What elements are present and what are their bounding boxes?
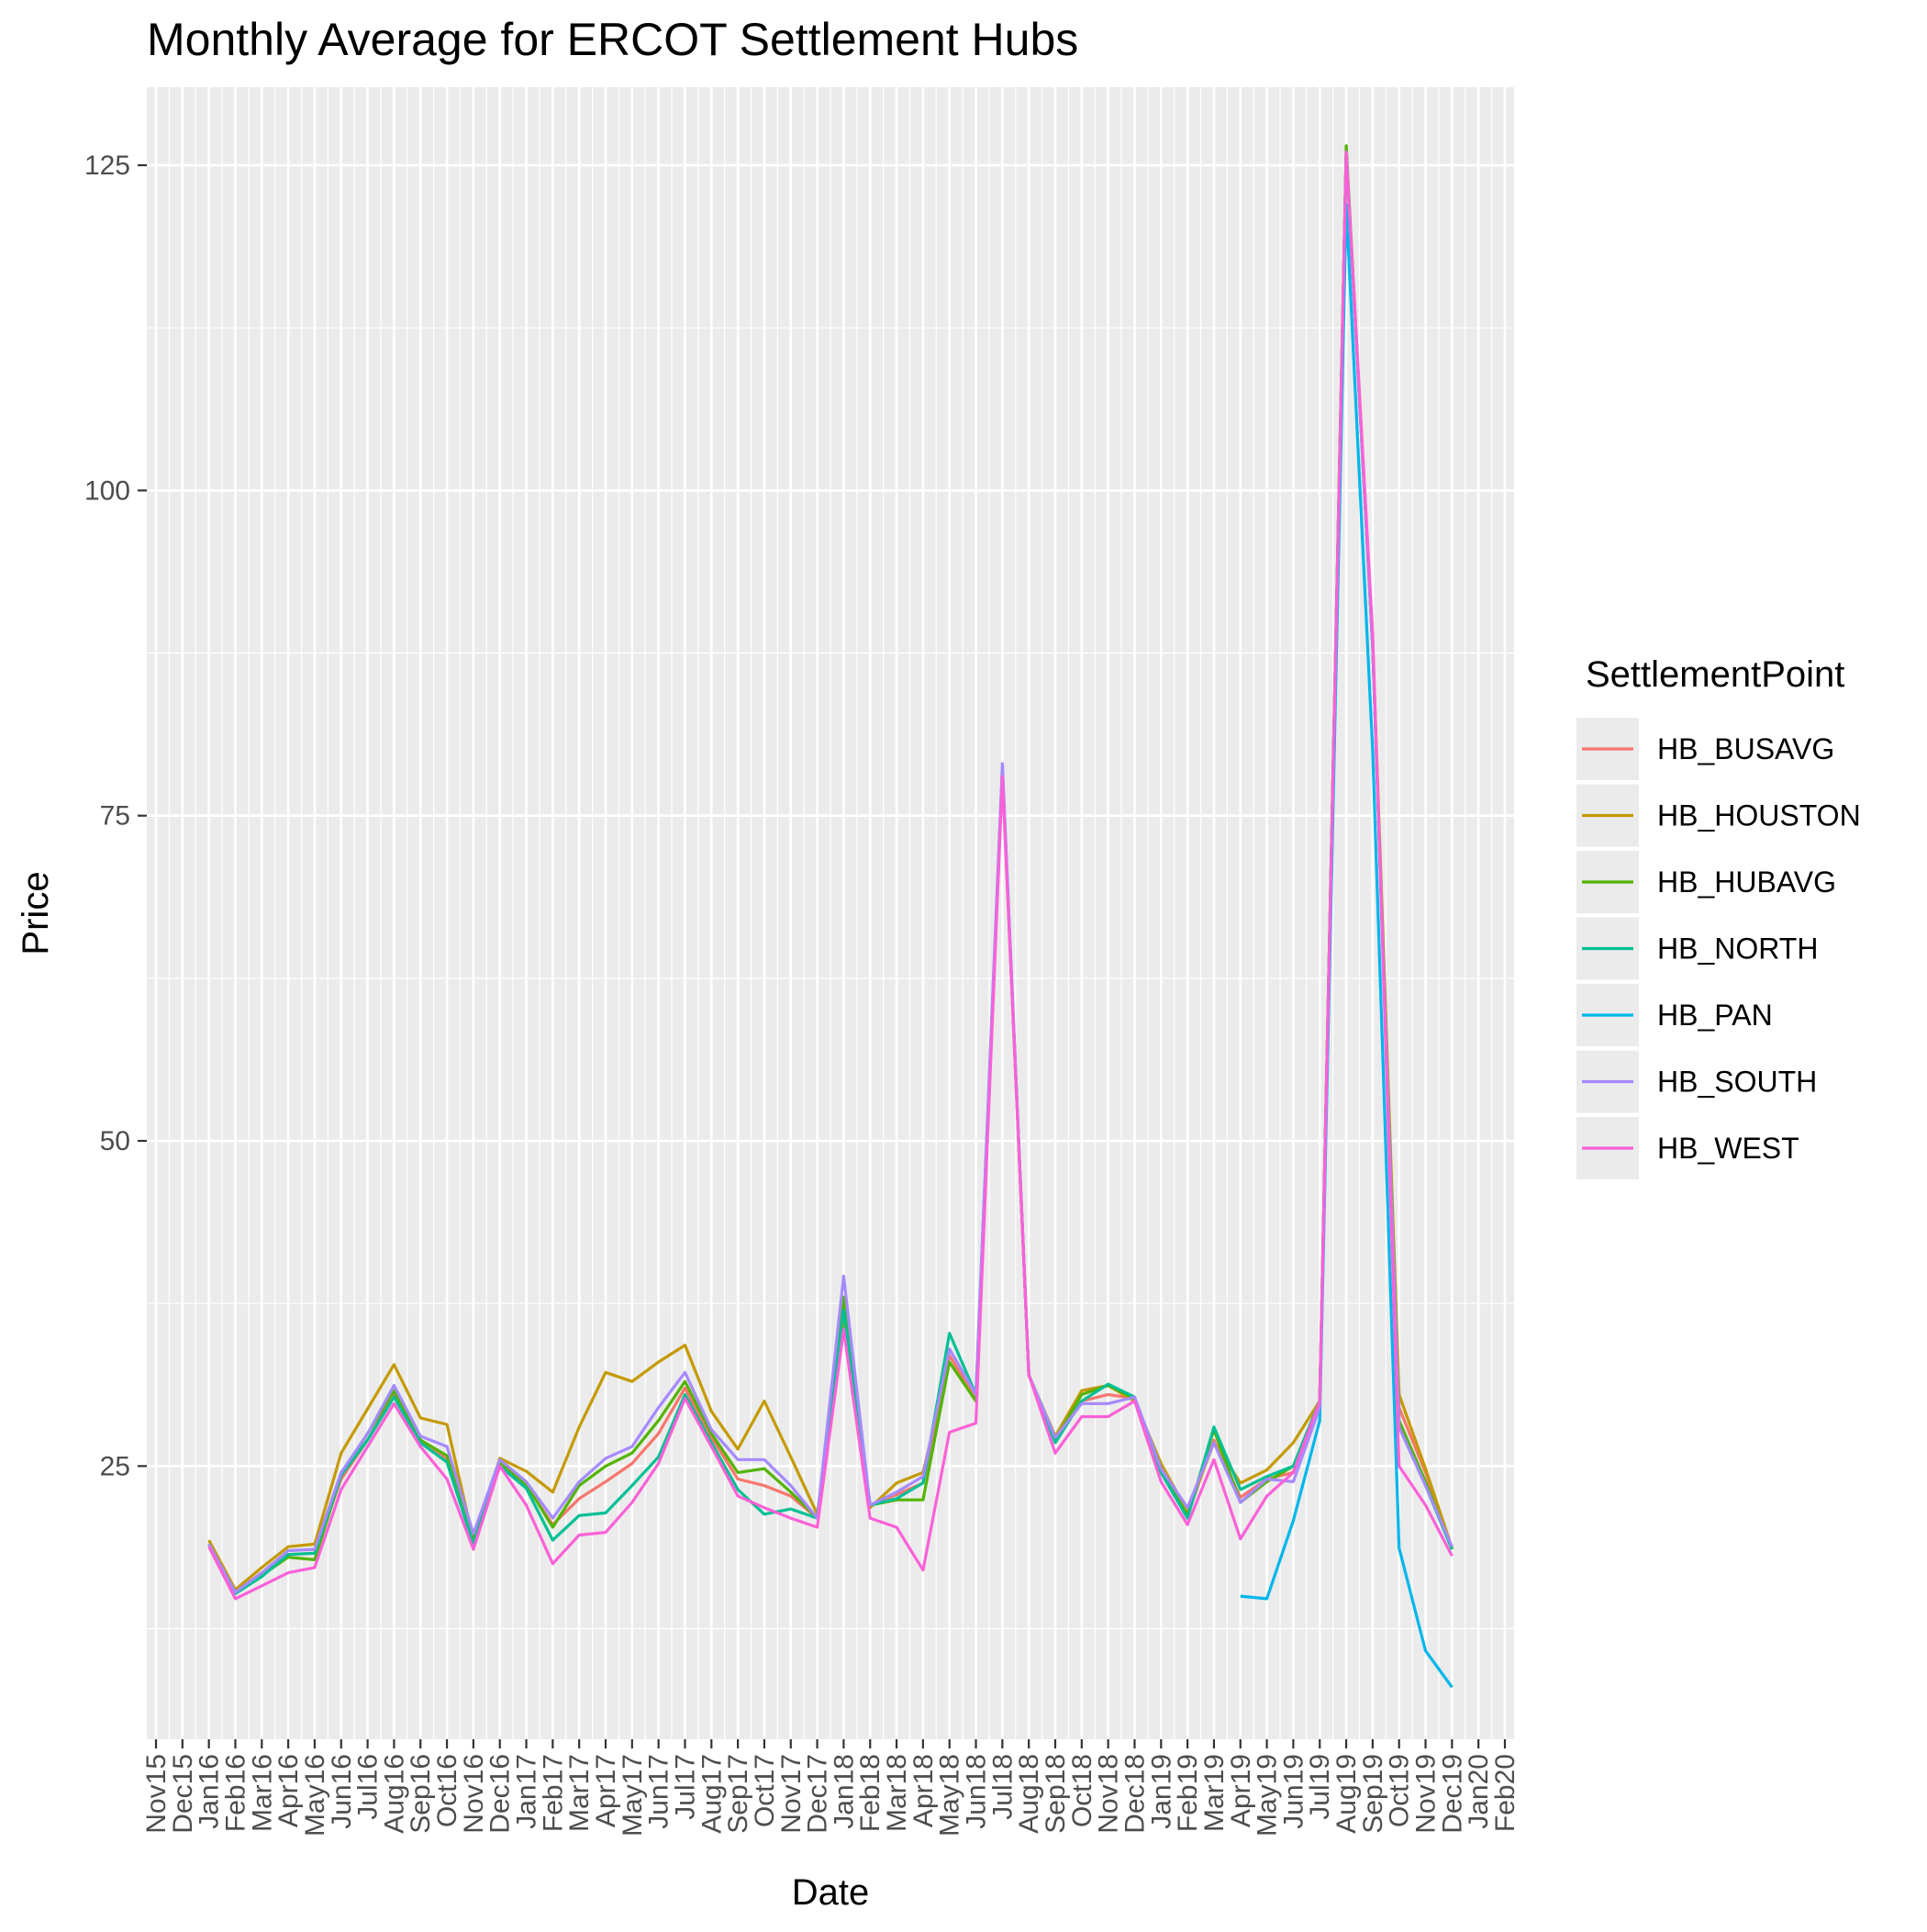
x-tick-label: May19 [1253, 1754, 1283, 1837]
x-tick-label: Sep16 [406, 1754, 436, 1834]
x-tick-label: Jun19 [1278, 1754, 1309, 1829]
x-tick-label: Dec18 [1120, 1754, 1151, 1834]
x-tick-label: Jan20 [1464, 1754, 1494, 1829]
x-tick-label: Aug18 [1014, 1754, 1044, 1834]
x-tick-label: Apr19 [1226, 1754, 1256, 1827]
x-tick-label: Sep17 [723, 1754, 753, 1834]
x-tick-label: Dec17 [803, 1754, 833, 1834]
x-tick-label: Jul17 [671, 1754, 701, 1820]
x-tick-label: May17 [618, 1754, 648, 1837]
x-tick-label: Sep19 [1358, 1754, 1388, 1834]
x-tick-label: Apr17 [591, 1754, 621, 1827]
x-tick-label: Oct17 [750, 1754, 780, 1827]
x-tick-label: Dec16 [485, 1754, 516, 1834]
x-tick-label: Mar19 [1199, 1754, 1230, 1832]
x-tick-label: Jan19 [1146, 1754, 1176, 1829]
y-axis: 25 50 75 100 125 [84, 151, 147, 1481]
y-tick-label: 50 [100, 1126, 130, 1156]
x-tick-label: Sep18 [1041, 1754, 1071, 1834]
x-tick-label: Oct18 [1067, 1754, 1097, 1827]
x-tick-label: Nov17 [776, 1754, 807, 1834]
x-tick-label: Jun16 [327, 1754, 357, 1829]
legend-label: HB_WEST [1657, 1132, 1799, 1165]
x-axis: Nov15Dec15Jan16Feb16Mar16Apr16May16Jun16… [141, 1739, 1520, 1837]
x-tick-label: Oct19 [1385, 1754, 1415, 1827]
x-tick-label: Aug16 [379, 1754, 409, 1834]
y-tick-label: 75 [100, 801, 130, 832]
x-tick-label: May16 [300, 1754, 330, 1837]
x-tick-label: Aug19 [1331, 1754, 1362, 1834]
x-tick-label: Dec19 [1437, 1754, 1467, 1834]
legend-title: SettlementPoint [1586, 654, 1844, 695]
major-gridlines [147, 87, 1514, 1739]
x-tick-label: Mar16 [247, 1754, 277, 1832]
legend-label: HB_HOUSTON [1657, 799, 1861, 832]
y-axis-title: Price [16, 871, 56, 955]
x-tick-label: Nov18 [1094, 1754, 1124, 1834]
y-tick-label: 25 [100, 1451, 130, 1481]
x-tick-label: Nov19 [1411, 1754, 1442, 1834]
legend-label: HB_HUBAVG [1657, 865, 1836, 899]
x-tick-label: Nov15 [141, 1754, 172, 1834]
x-tick-label: Feb16 [221, 1754, 251, 1832]
x-tick-label: Nov16 [459, 1754, 489, 1834]
x-tick-label: Jun17 [644, 1754, 674, 1829]
x-tick-label: Aug17 [696, 1754, 727, 1834]
x-tick-label: Dec15 [168, 1754, 198, 1834]
x-tick-label: Apr16 [273, 1754, 304, 1827]
x-tick-label: Feb19 [1173, 1754, 1203, 1832]
x-tick-label: Jul19 [1305, 1754, 1335, 1820]
x-tick-label: Feb20 [1490, 1754, 1520, 1832]
x-tick-label: Mar18 [882, 1754, 912, 1832]
x-tick-label: Apr18 [908, 1754, 939, 1827]
x-tick-label: Feb17 [538, 1754, 568, 1832]
legend-label: HB_NORTH [1657, 932, 1818, 966]
x-tick-label: Jan17 [512, 1754, 542, 1829]
chart-title: Monthly Average for ERCOT Settlement Hub… [147, 14, 1078, 65]
series-line-hb-south [207, 151, 1454, 1594]
x-tick-label: Mar17 [564, 1754, 595, 1832]
x-tick-label: Jan18 [829, 1754, 859, 1829]
x-tick-label: May18 [935, 1754, 965, 1837]
y-tick-label: 100 [84, 475, 130, 506]
series-line-hb-north [207, 151, 1454, 1595]
series-lines [207, 144, 1454, 1689]
x-tick-label: Jul16 [353, 1754, 384, 1820]
x-tick-label: Feb18 [855, 1754, 886, 1832]
legend-items: HB_BUSAVG HB_HOUSTON HB_HUBAVG HB_NORTH HB_P… [1576, 718, 1861, 1179]
minor-gridlines [147, 87, 1514, 1739]
x-axis-title: Date [792, 1872, 870, 1913]
legend-label: HB_BUSAVG [1657, 732, 1834, 765]
y-tick-label: 125 [84, 151, 130, 181]
series-line-hb-west [207, 151, 1454, 1601]
legend-label: HB_SOUTH [1657, 1066, 1817, 1099]
legend-label: HB_PAN [1657, 999, 1773, 1032]
x-tick-label: Jan16 [195, 1754, 225, 1829]
legend: SettlementPoint HB_BUSAVG HB_HOUSTON HB_HU… [1576, 654, 1861, 1179]
x-tick-label: Oct16 [432, 1754, 462, 1827]
x-tick-label: Jun18 [962, 1754, 992, 1829]
x-tick-label: Jul18 [987, 1754, 1018, 1820]
